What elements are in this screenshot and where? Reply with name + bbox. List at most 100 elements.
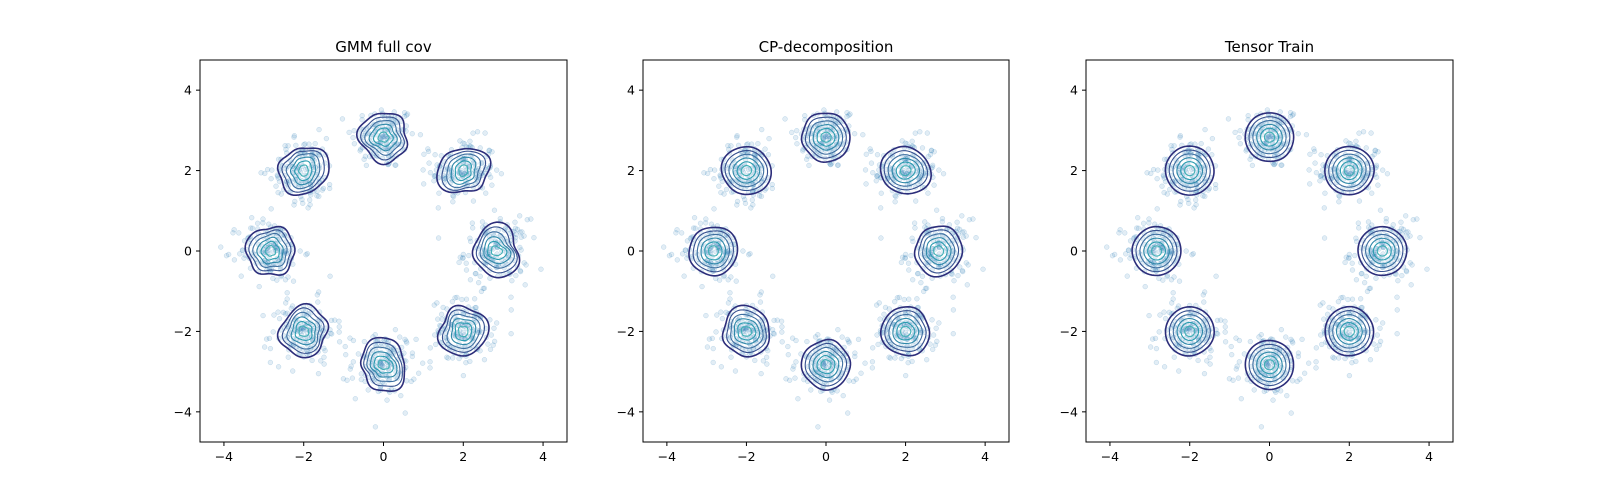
scatter-point <box>1346 254 1352 261</box>
scatter-point <box>362 153 369 159</box>
scatter-point <box>1342 259 1348 266</box>
scatter-point <box>703 216 709 222</box>
scatter-point <box>802 117 808 123</box>
scatter-point <box>300 326 307 333</box>
density-contour <box>1168 310 1211 353</box>
scatter-point <box>301 142 307 148</box>
scatter-point <box>1371 341 1377 347</box>
scatter-point <box>966 217 973 223</box>
scatter-point <box>1209 152 1215 158</box>
density-contour <box>1263 131 1276 143</box>
scatter-point <box>392 162 398 168</box>
density-contour <box>471 221 521 279</box>
scatter-point <box>747 251 753 257</box>
scatter-point <box>765 348 771 354</box>
scatter-point <box>1317 302 1323 308</box>
x-tick-label: 4 <box>1425 449 1433 464</box>
scatter-point <box>1417 235 1423 241</box>
scatter-point <box>1389 239 1396 245</box>
scatter-point <box>314 292 320 298</box>
scatter-point <box>1200 292 1206 298</box>
scatter-point <box>1399 272 1405 279</box>
density-contour <box>281 150 325 193</box>
scatter-point <box>1146 312 1152 319</box>
scatter-point <box>521 233 527 239</box>
scatter-point <box>902 255 908 262</box>
scatter-point <box>899 138 905 144</box>
scatter-point <box>1146 220 1152 226</box>
scatter-point <box>740 248 746 254</box>
scatter-point <box>924 130 930 136</box>
density-contour <box>446 313 481 350</box>
scatter-point <box>674 257 680 263</box>
scatter-point <box>1371 151 1377 158</box>
scatter-point <box>950 294 956 300</box>
scatter-point <box>457 254 463 260</box>
scatter-point <box>1287 110 1294 116</box>
scatter-point <box>1149 336 1156 342</box>
scatter-point <box>1234 363 1240 369</box>
scatter-point <box>845 338 852 344</box>
scatter-point <box>473 304 479 311</box>
scatter-point <box>1319 341 1325 348</box>
scatter-point <box>350 134 356 141</box>
scatter-point <box>351 128 357 134</box>
x-tick-label: −2 <box>737 449 755 464</box>
scatter-point <box>1408 282 1414 288</box>
scatter-point <box>873 178 879 184</box>
scatter-point <box>752 357 758 364</box>
scatter-point <box>1340 294 1346 301</box>
scatter-point <box>1353 358 1359 365</box>
scatter-point <box>758 371 764 377</box>
scatter-point <box>898 259 905 266</box>
scatter-point <box>897 322 904 328</box>
scatter-point <box>336 329 342 335</box>
density-contour <box>726 309 767 354</box>
scatter-point <box>847 111 853 117</box>
scatter-point <box>1168 143 1174 149</box>
scatter-point <box>703 220 709 226</box>
scatter-point <box>378 361 384 367</box>
scatter-point <box>955 272 961 279</box>
scatter-point <box>1159 183 1165 189</box>
scatter-point <box>1295 131 1301 137</box>
scatter-point <box>934 207 940 213</box>
scatter-point <box>1318 332 1324 338</box>
scatter-point <box>826 397 833 403</box>
scatter-point <box>1349 267 1356 273</box>
scatter-point <box>1168 277 1175 283</box>
scatter-point <box>1236 134 1242 141</box>
scatter-point <box>1321 205 1327 211</box>
scatter-point <box>372 332 378 338</box>
scatter-point <box>708 221 715 227</box>
scatter-point <box>489 182 495 188</box>
scatter-point <box>463 296 470 302</box>
scatter-point <box>267 345 274 352</box>
scatter-point <box>728 274 734 280</box>
density-contour <box>1252 120 1287 155</box>
scatter-point <box>1394 331 1400 337</box>
scatter-point <box>762 146 768 152</box>
scatter-point <box>1161 189 1167 196</box>
scatter-point <box>1290 111 1297 117</box>
scatter-point <box>1299 336 1305 343</box>
scatter-point <box>759 126 765 133</box>
scatter-point <box>1307 151 1313 157</box>
density-contour <box>1248 116 1291 159</box>
scatter-point <box>1424 266 1430 272</box>
density-contour <box>1172 314 1207 349</box>
density-contour <box>696 233 731 269</box>
scatter-point <box>717 255 723 262</box>
scatter-point <box>852 350 858 356</box>
scatter-point <box>315 371 322 377</box>
scatter-point <box>358 371 364 377</box>
scatter-point <box>1153 359 1160 366</box>
scatter-point <box>1124 273 1130 279</box>
x-tick-label: −4 <box>215 449 233 464</box>
scatter-point <box>1170 290 1176 296</box>
scatter-point <box>1201 289 1208 295</box>
scatter-point <box>1313 170 1320 176</box>
density-contour <box>892 317 920 344</box>
scatter-point <box>1222 324 1228 330</box>
scatter-point <box>711 206 717 212</box>
